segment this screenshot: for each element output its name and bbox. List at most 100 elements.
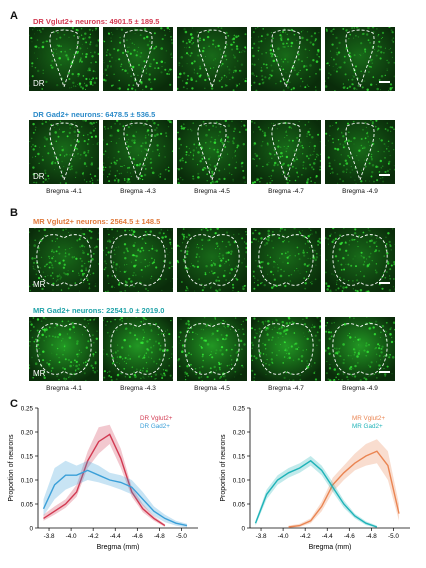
region-outline [110, 234, 166, 286]
y-tick-label: 0.05 [21, 501, 34, 508]
confidence-band [43, 460, 187, 528]
scale-bar [379, 282, 390, 284]
x-tick-label: -4.6 [344, 533, 355, 540]
axes: 0 0.05 0.10 0.15 0.20 0.25 -3.8 -4.0 -4.2 -4.4 -4.… [220, 405, 410, 551]
bregma-labels-a: Bregma -4.1 Bregma -4.3 Bregma -4.5 Bregma … [29, 188, 395, 198]
image-row-mr-vglut2: MR [29, 228, 395, 292]
y-tick-label: 0 [29, 525, 33, 532]
legend-entry: DR Gad2+ [140, 423, 170, 430]
micrograph-tile [325, 317, 395, 381]
micrograph-tile: MR [29, 228, 99, 292]
region-outline [123, 29, 153, 89]
bregma-label: Bregma -4.1 [46, 188, 82, 195]
y-tick-label: 0.15 [21, 453, 34, 460]
region-outline [36, 323, 92, 375]
x-tick-label: -4.4 [110, 533, 121, 540]
series-line [288, 450, 400, 528]
micrograph-tile [177, 228, 247, 292]
micrograph-tile [251, 27, 321, 91]
micrograph-tile [251, 317, 321, 381]
scale-bar [379, 174, 390, 176]
y-tick-label: 0.05 [233, 501, 246, 508]
x-tick-label: -5.0 [388, 533, 399, 540]
region-outline [258, 323, 314, 375]
y-tick-label: 0.20 [233, 429, 246, 436]
y-tick-label: 0.25 [21, 405, 34, 412]
x-tick-label: -4.4 [322, 533, 333, 540]
series-1: DR Gad2+ [42, 423, 188, 528]
row-title-dr-gad2: DR Gad2+ neurons: 6478.5 ± 536.5 [33, 110, 156, 119]
region-outline [123, 122, 153, 182]
image-row-dr-vglut2: DR [29, 27, 395, 91]
x-tick-label: -5.0 [176, 533, 187, 540]
micrograph-tile [177, 27, 247, 91]
x-tick-label: -4.2 [300, 533, 311, 540]
bregma-label: Bregma -4.3 [120, 385, 156, 392]
series-0: MR Vglut2+ [288, 415, 400, 528]
row-title-dr-vglut2: DR Vglut2+ neurons: 4901.5 ± 189.5 [33, 17, 160, 26]
micrograph-tile [251, 120, 321, 184]
micrograph-tile [325, 228, 395, 292]
region-outline [258, 234, 314, 286]
bregma-label: Bregma -4.5 [194, 385, 230, 392]
y-tick-label: 0 [241, 525, 245, 532]
micrograph-tile [177, 317, 247, 381]
x-tick-label: -4.6 [132, 533, 143, 540]
y-tick-label: 0.10 [233, 477, 246, 484]
series-line [43, 433, 166, 527]
x-tick-label: -4.8 [154, 533, 165, 540]
x-tick-label: -3.8 [256, 533, 267, 540]
micrograph-tile [325, 27, 395, 91]
confidence-band [288, 439, 399, 528]
micrograph-tile [103, 317, 173, 381]
micrograph-tile [103, 120, 173, 184]
micrograph-tile [103, 27, 173, 91]
scale-bar [379, 371, 390, 373]
region-outline [36, 234, 92, 286]
x-tick-label: -4.0 [66, 533, 77, 540]
micrograph-tile [177, 120, 247, 184]
legend-entry: MR Gad2+ [352, 423, 383, 430]
series-1: MR Gad2+ [254, 423, 383, 528]
series-line [42, 469, 188, 527]
panel-b-label: B [10, 207, 18, 219]
legend-entry: MR Vglut2+ [352, 415, 385, 422]
region-outline [49, 29, 79, 89]
panel-c-label: C [10, 398, 18, 410]
y-tick-label: 0.25 [233, 405, 246, 412]
bregma-label: Bregma -4.7 [268, 385, 304, 392]
y-axis-label: Proportion of neurons [8, 434, 15, 502]
series-line [254, 459, 378, 528]
row-title-mr-vglut2: MR Vglut2+ neurons: 2564.5 ± 148.5 [33, 217, 161, 226]
micrograph-tile [103, 228, 173, 292]
micrograph-tile: DR [29, 120, 99, 184]
series-0: DR Vglut2+ [43, 415, 173, 527]
bregma-label: Bregma -4.5 [194, 188, 230, 195]
image-row-mr-gad2: MR [29, 317, 395, 381]
bregma-label: Bregma -4.9 [342, 188, 378, 195]
region-outline [345, 29, 375, 89]
region-label: MR [33, 369, 46, 378]
region-label: MR [33, 280, 46, 289]
micrograph-tile [251, 228, 321, 292]
region-outline [197, 122, 227, 182]
panel-c-charts: 0 0.05 0.10 0.15 0.20 0.25 -3.8 -4.0 -4.2 -4.4 -4.… [0, 400, 426, 568]
region-outline [345, 122, 375, 182]
bregma-labels-b: Bregma -4.1 Bregma -4.3 Bregma -4.5 Bregma … [29, 385, 395, 395]
region-label: DR [33, 172, 45, 181]
micrograph-tile: MR [29, 317, 99, 381]
x-axis-label: Bregma (mm) [309, 544, 352, 551]
region-label: DR [33, 79, 45, 88]
region-outline [271, 122, 301, 182]
bregma-label: Bregma -4.9 [342, 385, 378, 392]
region-outline [197, 29, 227, 89]
region-outline [332, 323, 388, 375]
micrograph-tile: DR [29, 27, 99, 91]
x-tick-label: -4.2 [88, 533, 99, 540]
y-axis-label: Proportion of neurons [220, 434, 227, 502]
scale-bar [379, 81, 390, 83]
row-title-mr-gad2: MR Gad2+ neurons: 22541.0 ± 2019.0 [33, 306, 165, 315]
y-tick-label: 0.10 [21, 477, 34, 484]
chart-dr-distribution: 0 0.05 0.10 0.15 0.20 0.25 -3.8 -4.0 -4.2 -4.4 -4.… [8, 405, 198, 551]
bregma-label: Bregma -4.1 [46, 385, 82, 392]
